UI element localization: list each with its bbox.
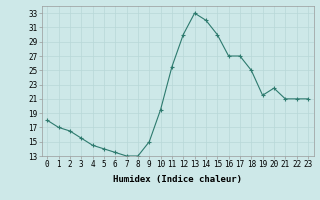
- X-axis label: Humidex (Indice chaleur): Humidex (Indice chaleur): [113, 175, 242, 184]
